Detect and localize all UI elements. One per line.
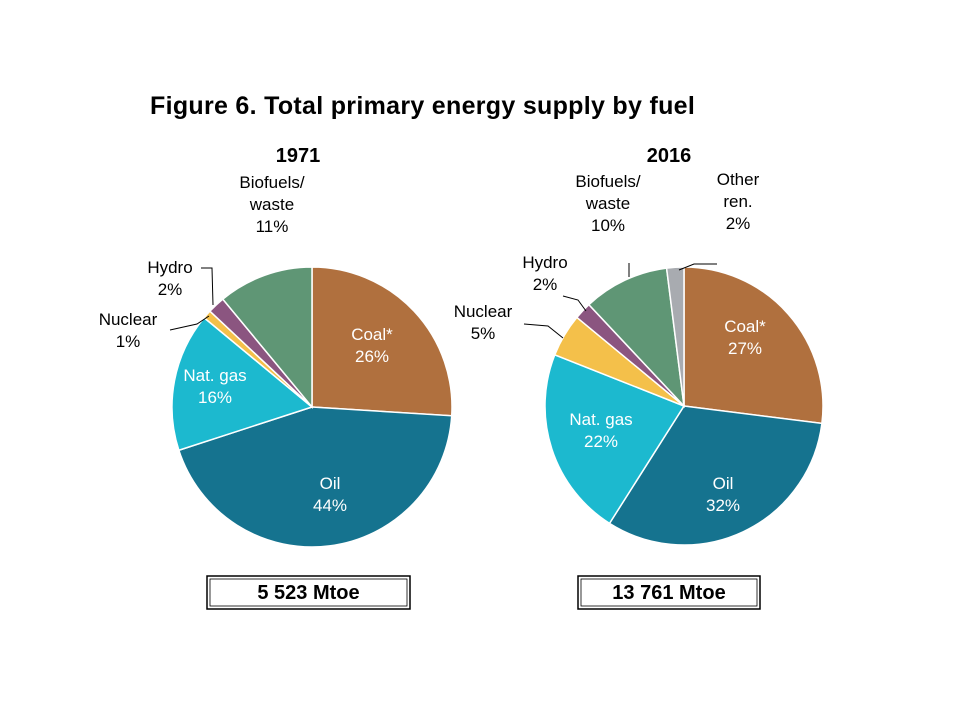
pie-slice-biofuels-waste-2016 — [587, 267, 686, 409]
leader-line-nuclear-2016 — [523, 323, 564, 339]
pie-slice-oil-1971 — [177, 406, 453, 548]
pie-slice-nat-gas-1971 — [171, 316, 314, 452]
slice-label-hydro-1971: Hydro 2% — [147, 258, 192, 299]
slice-label-nat-gas-1971: Nat. gas 16% — [183, 366, 246, 407]
total-box-1971 — [206, 575, 411, 610]
total-box-2016 — [577, 575, 761, 610]
leader-line-other-ren-2016 — [678, 263, 717, 271]
pie-title-2016: 2016 — [647, 145, 692, 167]
pie-title-1971: 1971 — [276, 145, 321, 167]
slice-label-biofuels-waste-1971: Biofuels/waste 11% — [239, 173, 304, 236]
total-box-inner-2016 — [580, 578, 758, 607]
pie-slice-nat-gas-2016 — [544, 353, 686, 525]
pie-slice-biofuels-waste-1971 — [221, 266, 313, 410]
slice-label-other-ren-2016: Other ren. 2% — [717, 170, 760, 233]
slice-label-coal-1971: Coal* 26% — [351, 325, 393, 366]
slice-label-nat-gas-2016: Nat. gas 22% — [569, 410, 632, 451]
leader-line-nuclear-1971 — [169, 315, 210, 331]
pie-slice-other-ren-2016 — [665, 266, 685, 407]
pie-slice-coal-1971 — [311, 266, 453, 417]
total-box-inner-1971 — [209, 578, 408, 607]
slice-label-nuclear-2016: Nuclear 5% — [454, 302, 513, 343]
slice-label-coal-2016: Coal* 27% — [724, 317, 766, 358]
total-value-2016: 13 761 Mtoe — [612, 582, 725, 604]
slice-label-hydro-2016: Hydro 2% — [522, 253, 567, 294]
leader-line-hydro-2016 — [562, 295, 587, 312]
total-value-1971: 5 523 Mtoe — [257, 582, 359, 604]
leader-line-hydro-1971 — [201, 267, 214, 306]
slice-label-nuclear-1971: Nuclear 1% — [99, 310, 158, 351]
slice-label-oil-2016: Oil 32% — [706, 474, 740, 515]
slice-label-biofuels-waste-2016: Biofuels/waste 10% — [575, 172, 640, 235]
pie-slice-coal-2016 — [683, 266, 824, 425]
pie-chart-2016: 2016 Coal* 27% Oil 32% Nat. gas 22% Nuclear 5%Hy… — [454, 145, 824, 610]
slice-label-oil-1971: Oil 44% — [313, 474, 347, 515]
chart-title: Figure 6. Total primary energy supply by… — [150, 92, 696, 120]
pie-chart-1971: 1971 Coal* 26% Oil 44% Nat. gas 16% Nuclear 1% Hy… — [99, 145, 453, 610]
